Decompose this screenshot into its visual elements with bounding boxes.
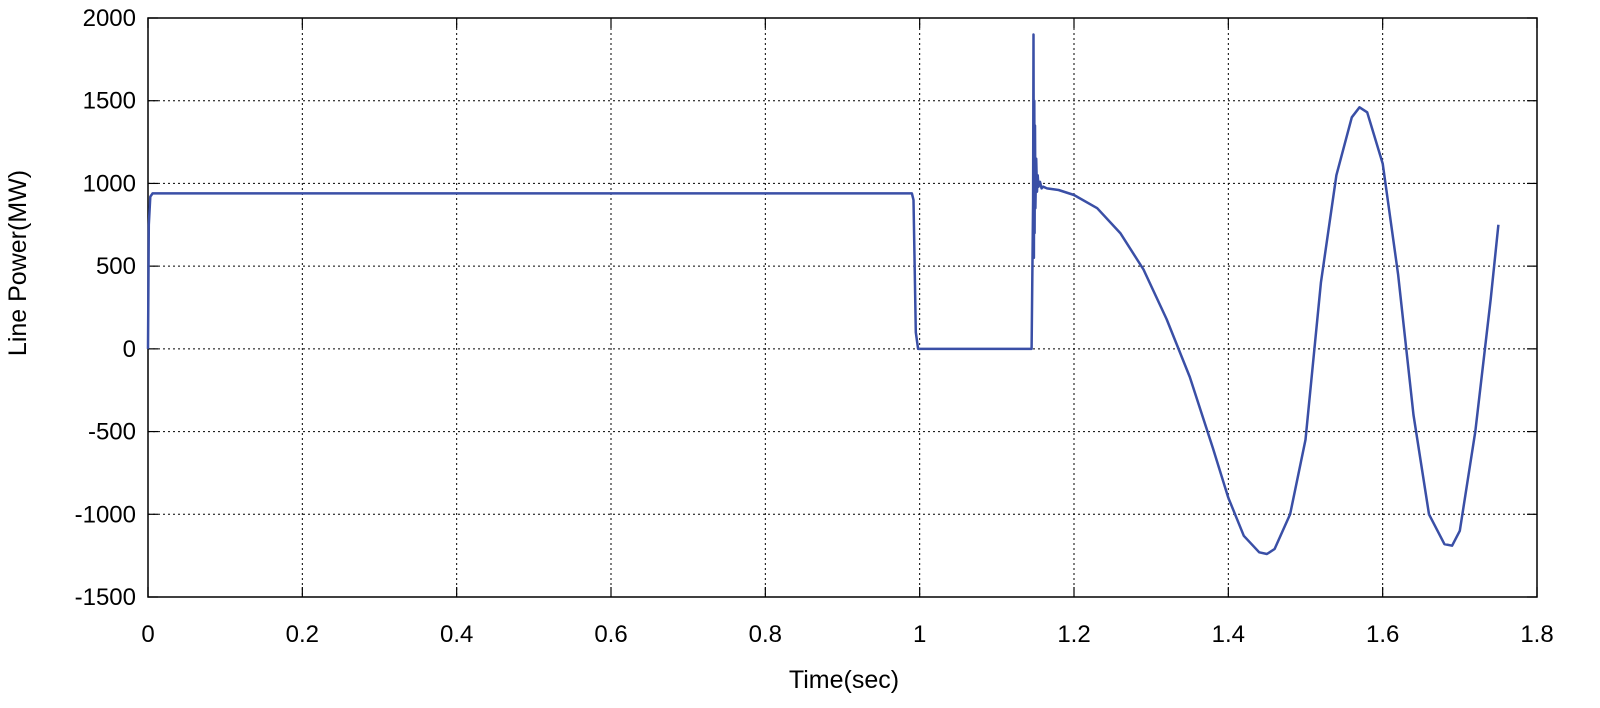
x-tick-label: 1.6 bbox=[1366, 621, 1399, 648]
y-tick-label: 0 bbox=[123, 336, 136, 363]
y-tick-label: 1500 bbox=[83, 88, 136, 115]
x-tick-label: 0.8 bbox=[749, 621, 782, 648]
grid-lines bbox=[147, 17, 1538, 598]
y-tick-label: 1000 bbox=[83, 170, 136, 197]
x-tick-label: 1.8 bbox=[1520, 621, 1553, 648]
x-tick-label: 1.4 bbox=[1212, 621, 1245, 648]
series-line-power bbox=[146, 33, 1500, 556]
x-axis: 0 0.2 0.4 0.6 0.8 1 1.2 1.4 1.6 1.8 bbox=[141, 18, 1554, 648]
y-tick-label: 500 bbox=[96, 253, 136, 280]
x-axis-title: Time(sec) bbox=[789, 666, 899, 694]
x-tick-label: 0.6 bbox=[594, 621, 627, 648]
y-tick-label: -500 bbox=[88, 419, 136, 446]
x-tick-label: 0.4 bbox=[440, 621, 473, 648]
y-tick-label: -1000 bbox=[75, 501, 136, 528]
x-tick-label: 0.2 bbox=[286, 621, 319, 648]
x-tick-label: 1.2 bbox=[1057, 621, 1090, 648]
y-tick-label: -1500 bbox=[75, 584, 136, 611]
x-tick-label: 1 bbox=[913, 621, 926, 648]
y-tick-label: 2000 bbox=[83, 5, 136, 32]
x-tick-label: 0 bbox=[141, 621, 154, 648]
plot-area-frame bbox=[147, 17, 1538, 598]
y-axis-title: Line Power(MW) bbox=[4, 170, 32, 356]
y-axis: 2000 1500 1000 500 0 -500 -1000 -1500 bbox=[75, 5, 1537, 611]
